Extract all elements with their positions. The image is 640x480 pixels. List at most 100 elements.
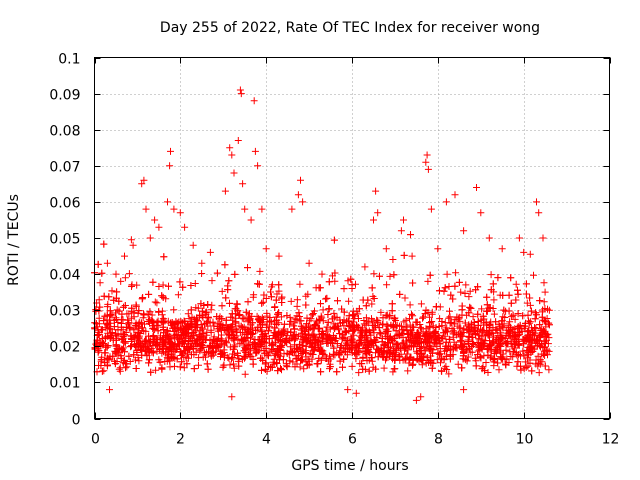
data-point [423, 354, 431, 362]
data-point [454, 360, 462, 368]
data-point [112, 332, 120, 340]
data-point [110, 323, 118, 331]
data-point [95, 347, 103, 354]
data-point [373, 334, 381, 341]
data-point [123, 363, 131, 371]
data-point [253, 312, 261, 320]
data-point [145, 356, 153, 364]
data-point [209, 348, 217, 356]
data-point [109, 336, 117, 344]
data-point [484, 369, 492, 376]
data-point [308, 350, 316, 358]
data-point [392, 327, 400, 335]
data-point [526, 343, 534, 351]
data-point [114, 326, 122, 334]
data-point [203, 360, 211, 368]
data-point [246, 351, 254, 359]
y-tick-label: 0.02 [49, 340, 80, 356]
data-point [299, 198, 307, 206]
data-point [335, 350, 343, 358]
data-point [339, 363, 346, 371]
data-point [498, 322, 506, 330]
data-point [235, 355, 243, 363]
data-point [404, 367, 412, 375]
data-point [497, 353, 505, 361]
data-point [349, 311, 357, 319]
data-point [127, 236, 135, 244]
data-point [97, 356, 105, 364]
data-point [135, 320, 143, 327]
data-point [367, 354, 375, 362]
data-point [103, 303, 111, 311]
data-point [140, 310, 147, 318]
data-point [455, 278, 463, 286]
data-point [408, 331, 416, 339]
data-point [101, 312, 109, 320]
data-point [290, 325, 298, 333]
y-tick-label: 0.05 [49, 232, 80, 248]
data-point [404, 330, 412, 338]
data-point [278, 293, 286, 301]
data-point [428, 364, 436, 372]
data-point [368, 284, 376, 292]
data-point [158, 345, 166, 353]
data-point [234, 137, 242, 144]
data-point [372, 365, 380, 373]
data-point [442, 362, 450, 370]
data-point [349, 318, 357, 326]
data-point [161, 317, 169, 325]
data-point [226, 144, 234, 152]
data-point [183, 360, 191, 368]
data-point [258, 366, 265, 374]
data-point [495, 366, 503, 374]
data-point [248, 331, 256, 338]
data-point [230, 360, 237, 368]
data-point [203, 328, 211, 336]
data-point [283, 349, 291, 357]
data-point [255, 280, 263, 288]
data-point [443, 324, 451, 332]
data-point [327, 339, 335, 347]
data-point [153, 347, 161, 355]
data-point [246, 315, 254, 323]
data-point [475, 335, 483, 343]
data-point [541, 288, 549, 296]
data-point [281, 320, 288, 328]
data-point [112, 270, 120, 278]
data-point [422, 158, 430, 166]
data-point [434, 245, 442, 253]
data-point [461, 289, 469, 297]
data-point [483, 301, 491, 309]
data-point [232, 318, 240, 326]
data-point [242, 308, 250, 316]
data-point [396, 345, 404, 353]
data-point [323, 294, 331, 302]
data-point [163, 327, 171, 335]
data-point [490, 358, 498, 366]
data-point [355, 305, 363, 313]
data-point [512, 280, 520, 288]
data-point [382, 245, 390, 253]
data-point [450, 320, 458, 328]
data-point [234, 307, 242, 315]
data-point [244, 326, 252, 334]
data-point [261, 365, 269, 373]
data-point [259, 298, 267, 306]
data-point [530, 345, 538, 353]
data-point [385, 349, 393, 357]
data-point [408, 252, 416, 260]
data-point [141, 320, 148, 328]
data-point [158, 307, 166, 315]
data-point [427, 205, 435, 213]
data-point [155, 308, 163, 316]
data-point [279, 330, 287, 338]
data-point [173, 345, 181, 353]
data-point [318, 330, 326, 338]
data-point [446, 319, 454, 327]
data-point [442, 198, 450, 206]
data-point [173, 355, 181, 363]
data-point [356, 340, 363, 348]
data-point [469, 334, 477, 341]
data-point [502, 331, 510, 339]
data-point [311, 307, 318, 315]
